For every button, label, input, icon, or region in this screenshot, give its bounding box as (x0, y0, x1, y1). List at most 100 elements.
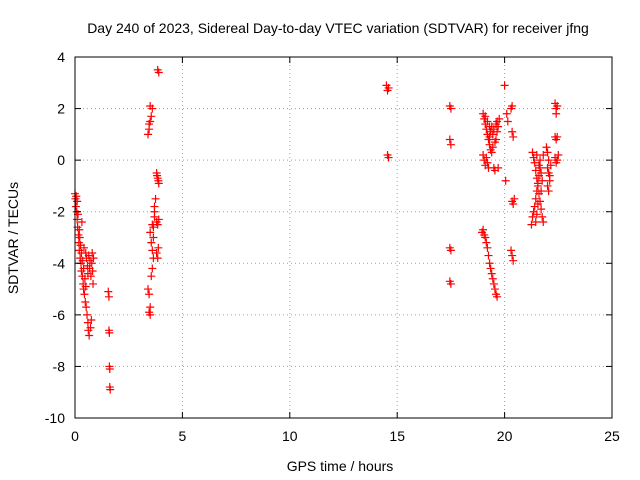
data-point (546, 161, 555, 170)
data-point (80, 243, 89, 252)
data-point (527, 220, 536, 229)
data-point (446, 279, 455, 288)
data-point (502, 109, 511, 118)
data-point (537, 187, 546, 196)
data-point (86, 323, 95, 332)
data-point (503, 117, 512, 126)
data-point (542, 143, 551, 152)
data-point (104, 292, 113, 301)
plot-frame (74, 56, 613, 419)
data-point (483, 117, 492, 126)
data-point (482, 153, 491, 162)
data-point (532, 174, 541, 183)
data-point (86, 272, 95, 281)
data-point (509, 132, 518, 141)
data-point (485, 122, 494, 131)
data-point (481, 112, 490, 121)
x-tick-label: 0 (71, 428, 79, 444)
data-point (154, 68, 163, 77)
data-point (80, 290, 89, 299)
data-point (85, 331, 94, 340)
data-point (87, 316, 96, 325)
data-point (533, 181, 542, 190)
y-tick-label: -2 (53, 204, 66, 220)
data-point (151, 194, 160, 203)
data-point (532, 150, 541, 159)
data-point (528, 212, 537, 221)
data-point (73, 197, 82, 206)
data-point (483, 158, 492, 167)
data-point (106, 385, 115, 394)
data-point (75, 225, 84, 234)
data-point (490, 285, 499, 294)
data-point (77, 218, 86, 227)
data-point (484, 251, 493, 260)
data-point (446, 140, 455, 149)
data-point (537, 169, 546, 178)
data-point (501, 176, 510, 185)
y-axis-label: SDTVAR / TECUs (5, 182, 21, 294)
data-point (479, 225, 488, 234)
data-point (154, 215, 163, 224)
data-point (482, 238, 491, 247)
data-point (153, 171, 162, 180)
data-point (153, 220, 162, 229)
data-point (487, 269, 496, 278)
data-point (494, 163, 503, 172)
data-point (71, 202, 80, 211)
data-point (483, 243, 492, 252)
data-point (509, 256, 518, 265)
data-point (75, 233, 84, 242)
data-point (481, 233, 490, 242)
data-point (531, 218, 540, 227)
data-point (73, 215, 82, 224)
data-point (82, 303, 91, 312)
data-point (384, 153, 393, 162)
data-point (488, 143, 497, 152)
data-point (87, 259, 96, 268)
data-point (536, 156, 545, 165)
data-point (154, 176, 163, 185)
data-point (533, 199, 542, 208)
data-point (153, 254, 162, 263)
y-tick-label: -6 (53, 307, 66, 323)
data-point (146, 228, 155, 237)
data-point (544, 156, 553, 165)
data-point (509, 199, 518, 208)
data-point (80, 274, 89, 283)
data-point (538, 212, 547, 221)
data-point (528, 148, 537, 157)
data-point (543, 181, 552, 190)
data-point (500, 81, 509, 90)
grid-lines (75, 57, 612, 418)
data-point (493, 127, 502, 136)
data-point (488, 130, 497, 139)
data-point (543, 148, 552, 157)
y-tick-label: -8 (53, 358, 66, 374)
data-point (445, 135, 454, 144)
x-axis-label: GPS time / hours (287, 458, 394, 474)
data-point (88, 267, 97, 276)
chart-title: Day 240 of 2023, Sidereal Day-to-day VTE… (87, 20, 589, 36)
data-point (72, 192, 81, 201)
x-tick-label: 20 (497, 428, 513, 444)
data-point (152, 248, 161, 257)
data-point (508, 101, 517, 110)
y-tick-label: -4 (53, 255, 66, 271)
y-tick-label: 0 (57, 152, 65, 168)
data-point (154, 243, 163, 252)
data-point (145, 120, 154, 129)
x-tick-label: 15 (389, 428, 405, 444)
data-point (553, 132, 562, 141)
data-point (493, 292, 502, 301)
data-point (488, 274, 497, 283)
data-point (489, 279, 498, 288)
data-point (147, 112, 156, 121)
data-point (530, 158, 539, 167)
data-point (89, 254, 98, 263)
axis-ticks: 0 5 10 15 20 25 -10 -8 -6 -4 -2 0 2 4 (45, 49, 620, 444)
data-point (146, 101, 155, 110)
data-point (446, 246, 455, 255)
